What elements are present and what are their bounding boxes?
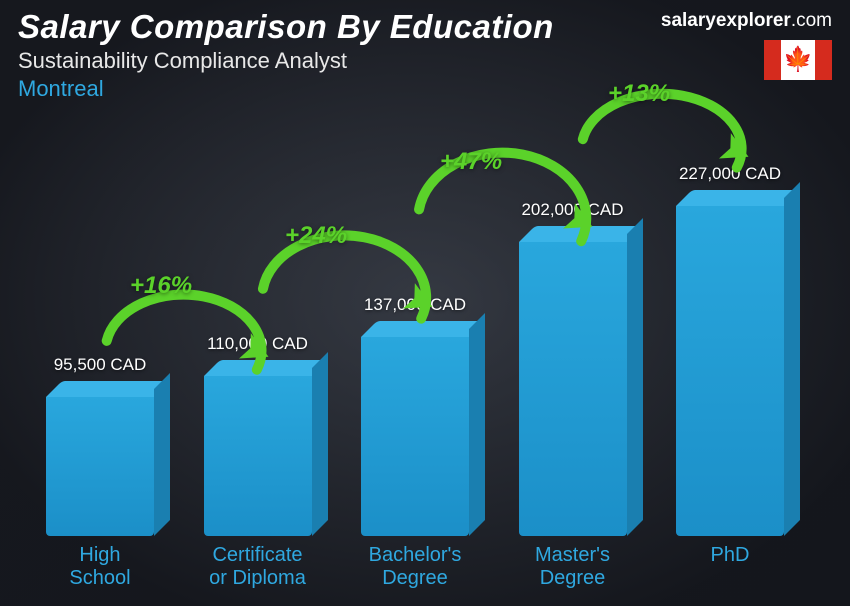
increment-label: +47% [440,148,502,176]
bar-chart: 95,500 CAD HighSchool 110,000 CAD Certif… [30,112,800,592]
increment-label: +24% [285,222,347,250]
location-label: Montreal [18,76,832,102]
bar-category-label: PhD [711,544,750,592]
chart-column: 95,500 CAD HighSchool [30,355,170,592]
chart-column: 202,000 CAD Master'sDegree [503,200,643,592]
bar [519,226,627,536]
bar-value-label: 227,000 CAD [679,164,781,184]
bar-value-label: 110,000 CAD [207,334,308,354]
brand-name: salaryexplorer [661,10,791,31]
bar-value-label: 95,500 CAD [54,355,147,375]
brand-suffix: .com [791,10,832,31]
bar-value-label: 202,000 CAD [521,200,623,220]
bar-value-label: 137,000 CAD [364,295,466,315]
bar-category-label: HighSchool [69,544,130,592]
chart-column: 110,000 CAD Certificateor Diploma [188,334,328,592]
bar [361,321,469,536]
bar-category-label: Bachelor'sDegree [369,544,462,592]
increment-label: +16% [130,272,192,300]
bar [676,190,784,536]
brand-logo: salaryexplorer.com [661,10,832,32]
bar-category-label: Certificateor Diploma [209,544,306,592]
chart-column: 137,000 CAD Bachelor'sDegree [345,295,485,592]
job-title: Sustainability Compliance Analyst [18,48,832,74]
bar [204,360,312,536]
chart-column: 227,000 CAD PhD [660,164,800,592]
bar [46,381,154,536]
bar-category-label: Master'sDegree [535,544,610,592]
country-flag: 🍁 [764,40,832,80]
maple-leaf-icon: 🍁 [783,48,813,72]
increment-label: +13% [608,80,670,108]
